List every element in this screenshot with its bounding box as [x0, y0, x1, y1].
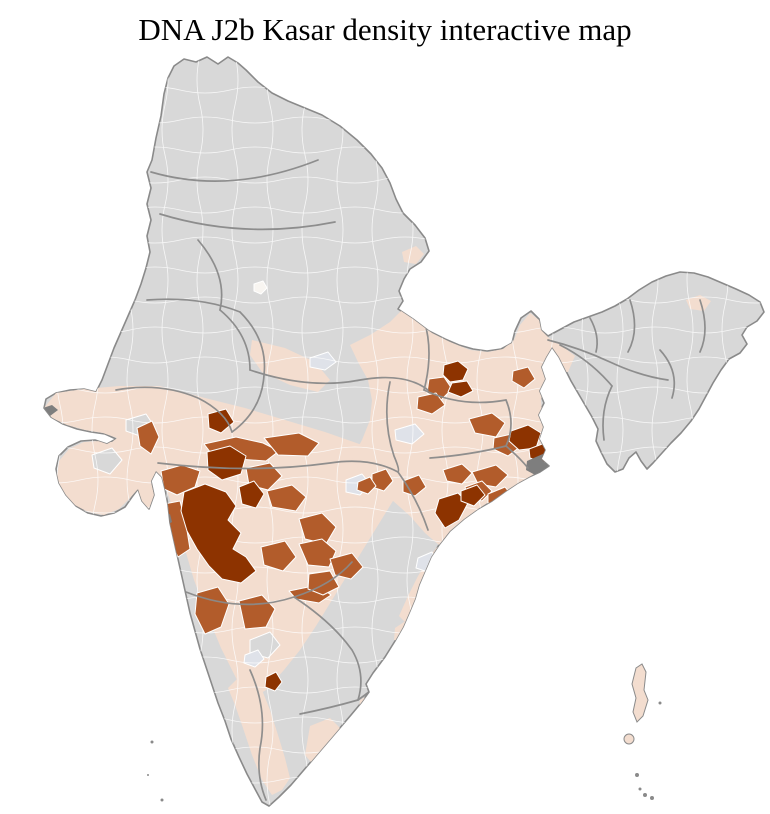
andaman-nicobar-islands: [623, 663, 662, 800]
no-data-patches: [91, 280, 439, 668]
page-title: DNA J2b Kasar density interactive map: [138, 12, 632, 47]
lakshadweep-islands: [147, 740, 164, 802]
state-borders: [115, 159, 706, 801]
